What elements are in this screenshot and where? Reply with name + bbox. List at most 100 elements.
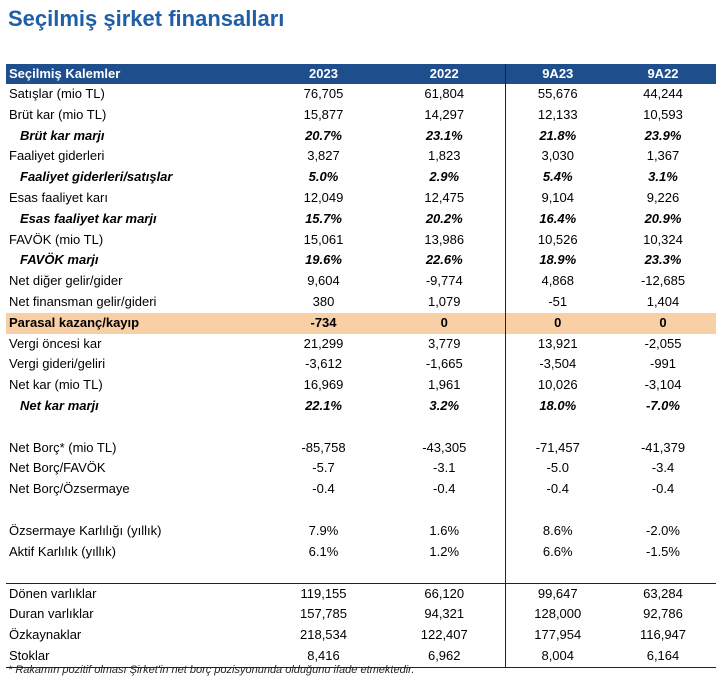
value-9a22: -2,055: [644, 335, 682, 351]
value-9a22: 116,947: [639, 627, 687, 643]
table-header-row: Seçilmiş Kalemler 2023 2022 9A23 9A22: [6, 64, 716, 84]
value-2022: 12,475: [424, 189, 465, 205]
table-row: Vergi gideri/geliri -3,612 -1,665 -3,504 -99…: [6, 354, 716, 376]
value-2022: 122,407: [420, 627, 468, 643]
value-9a22: 92,786: [643, 606, 683, 622]
value-9a22: [610, 500, 716, 521]
header-label: Seçilmiş Kalemler: [6, 64, 263, 84]
value-9a23: 18.0%: [504, 395, 610, 417]
value-9a22: 23.3%: [644, 252, 682, 268]
value-2022: 1,823: [427, 148, 461, 164]
table-body: Satışlar (mio TL) 76,705 61,804 55,676 44,24…: [6, 84, 716, 668]
value-2023: 15,061: [303, 231, 344, 247]
table-row: Net Borç* (mio TL) -85,758 -43,305 -71,457 -…: [6, 437, 716, 459]
value-9a22: 10,593: [643, 106, 683, 122]
table-row: Stoklar 8,416 6,962 8,004 6,164: [6, 646, 716, 668]
value-2022: 1,961: [427, 377, 461, 393]
row-label: Net kar (mio TL): [9, 377, 103, 393]
table-row: Net Borç/FAVÖK -5.7 -3.1 -5.0 -3.4: [6, 458, 716, 480]
value-2022: 1.6%: [429, 522, 460, 538]
value-2022: 3,779: [427, 335, 461, 351]
value-2023: -0.4: [312, 481, 335, 497]
value-9a23: 18.9%: [504, 250, 610, 272]
row-label: Özsermaye Karlılığı (yıllık): [9, 522, 162, 538]
row-label: Duran varlıklar: [9, 606, 94, 622]
row-label: Esas faaliyet karı: [9, 189, 108, 205]
value-9a22: 63,284: [610, 582, 716, 605]
page-title: Seçilmiş şirket finansalları: [8, 6, 285, 31]
value-2023: [263, 417, 384, 438]
value-9a23: 3,030: [504, 146, 610, 168]
value-9a22: -1.5%: [646, 543, 680, 559]
row-label: [6, 562, 263, 583]
table-row: [6, 416, 716, 438]
value-2022: 2.9%: [429, 169, 460, 185]
value-9a22: -41,379: [640, 439, 686, 455]
table-row: Faaliyet giderleri/satışlar 5.0% 2.9% 5.4% 3…: [6, 167, 716, 188]
table-row: Parasal kazanç/kayıp -734 0 0 0: [6, 312, 716, 334]
value-9a22: 6,164: [610, 646, 716, 668]
row-label: [6, 500, 263, 521]
value-2023: [263, 562, 384, 583]
row-label: Özkaynaklar: [9, 627, 82, 643]
value-2023: 22.1%: [305, 397, 342, 413]
value-9a23: 10,526: [504, 229, 610, 251]
value-2022: -9,774: [425, 273, 463, 289]
value-9a23: [504, 499, 610, 521]
row-label: Net finansman gelir/gideri: [9, 293, 157, 309]
value-9a22: -991: [649, 356, 677, 372]
value-9a23: 0: [504, 312, 610, 334]
row-label: Brüt kar (mio TL): [9, 106, 107, 122]
table-row: Duran varlıklar 157,785 94,321 128,000 92,78…: [6, 604, 716, 626]
value-9a23: 6.6%: [504, 541, 610, 563]
value-2022: -1,665: [425, 356, 463, 372]
value-2023: 5.0%: [308, 169, 339, 185]
value-2023: 157,785: [300, 606, 347, 622]
row-label: FAVÖK marjı: [20, 252, 99, 268]
value-2023: 15.7%: [305, 210, 342, 226]
value-9a23: 5.4%: [504, 167, 610, 188]
value-9a23: 8,004: [504, 646, 610, 668]
value-9a23: 55,676: [504, 84, 610, 105]
value-9a23: [504, 416, 610, 438]
value-2022: 22.6%: [425, 252, 463, 268]
table-row: Esas faaliyet karı 12,049 12,475 9,104 9,226: [6, 187, 716, 209]
value-2022: [384, 417, 505, 438]
table-row: Net Borç/Özsermaye -0.4 -0.4 -0.4 -0.4: [6, 479, 716, 500]
value-9a23: -51: [504, 291, 610, 313]
value-9a23: -5.0: [504, 458, 610, 480]
value-2022: -3.1: [433, 460, 456, 476]
value-2022: 0: [384, 312, 505, 334]
header-2023: 2023: [263, 64, 384, 84]
value-2023: 380: [312, 293, 335, 309]
value-2023: 3,827: [307, 148, 340, 164]
value-2023: -85,758: [301, 439, 346, 455]
value-9a22: -2.0%: [646, 522, 680, 538]
value-9a23: 9,104: [504, 187, 610, 209]
value-2022: 23.1%: [425, 127, 463, 143]
value-2022: [384, 562, 505, 583]
value-2023: -3,612: [305, 356, 342, 372]
value-2022: 66,120: [384, 582, 505, 605]
table-row: Aktif Karlılık (yıllık) 6.1% 1.2% 6.6% -1.5%: [6, 541, 716, 563]
value-9a22: 1,367: [646, 148, 680, 164]
value-9a23: 8.6%: [504, 520, 610, 542]
value-9a22: 9,226: [646, 189, 680, 205]
value-9a22: 0: [610, 312, 716, 334]
table-row: Net kar (mio TL) 16,969 1,961 10,026 -3,104: [6, 375, 716, 396]
value-9a22: 1,404: [646, 293, 680, 309]
value-9a23: -71,457: [504, 437, 610, 459]
header-2022: 2022: [384, 64, 505, 84]
value-2022: 1.2%: [429, 543, 460, 559]
value-2023: 119,155: [263, 582, 384, 605]
table-row: Net diğer gelir/gider 9,604 -9,774 4,868 -12…: [6, 271, 716, 292]
table-row: Esas faaliyet kar marjı 15.7% 20.2% 16.4% 20…: [6, 208, 716, 230]
value-2022: 14,297: [424, 106, 465, 122]
value-9a23: 12,133: [504, 104, 610, 126]
footnote: * Rakamın pozitif olması Şirket'in net b…: [8, 664, 415, 676]
table-row: Brüt kar marjı 20.7% 23.1% 21.8% 23.9%: [6, 125, 716, 147]
row-label: [6, 417, 263, 438]
value-2022: 20.2%: [425, 210, 463, 226]
table-row: [6, 562, 716, 584]
value-9a23: [504, 562, 610, 584]
